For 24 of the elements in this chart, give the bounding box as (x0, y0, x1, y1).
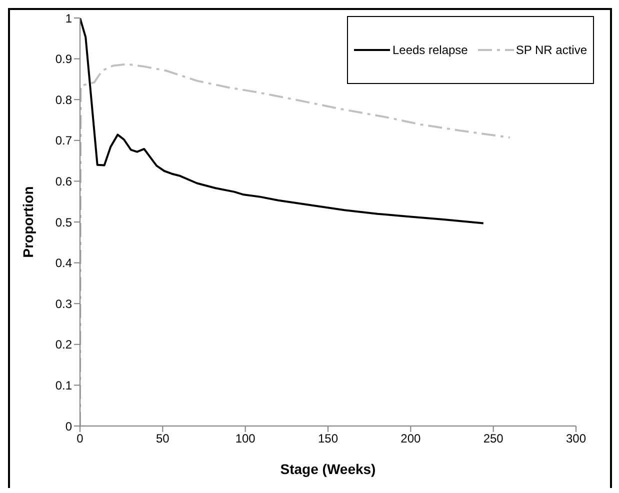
y-tick-label: 0.5 (55, 215, 72, 230)
y-tick-label: 0.7 (55, 134, 72, 148)
x-tick-label: 100 (235, 432, 256, 446)
y-axis-title: Proportion (20, 186, 36, 258)
y-tick-label: 0 (65, 419, 72, 434)
y-tick-label: 0.6 (55, 174, 72, 188)
y-tick-label: 0.9 (55, 52, 72, 66)
x-axis-title: Stage (Weeks) (280, 461, 376, 477)
x-tick-label: 50 (156, 432, 170, 446)
line-series (80, 18, 484, 224)
legend-label: Leeds relapse (392, 43, 468, 57)
y-tick-label: 0.3 (55, 296, 72, 311)
x-tick-label: 300 (566, 432, 586, 446)
x-tick-label: 0 (76, 432, 84, 446)
y-tick-label: 0.8 (55, 92, 72, 107)
x-tick-label: 150 (318, 432, 338, 446)
y-tick-label: 0.2 (55, 338, 72, 352)
x-tick-label: 250 (483, 432, 504, 446)
y-tick-label: 1 (65, 11, 72, 26)
x-tick-label: 200 (400, 432, 421, 446)
legend-label: SP NR active (516, 43, 587, 57)
y-tick-label: 0.4 (55, 256, 72, 270)
line-series (80, 63, 511, 426)
y-tick-label: 0.1 (55, 378, 72, 392)
